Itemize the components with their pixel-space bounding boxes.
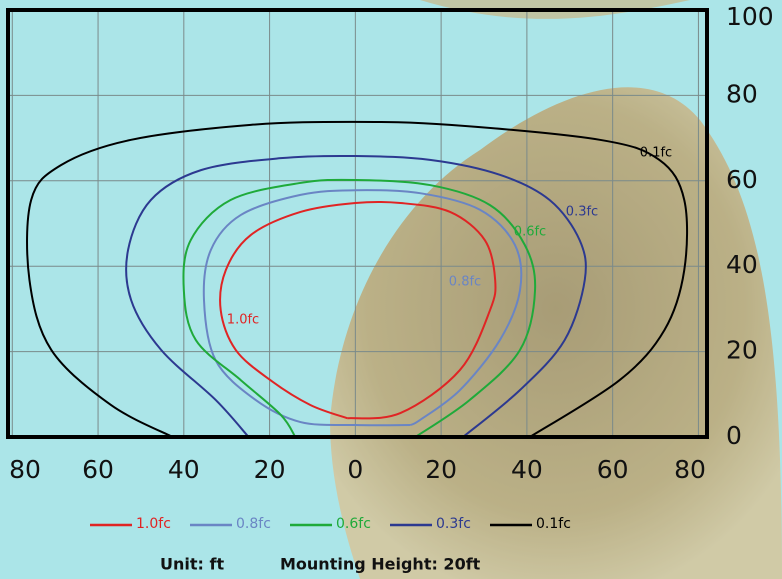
x-tick-label: 60 xyxy=(82,455,114,484)
contour-label: 0.1fc xyxy=(640,146,672,161)
contour-line xyxy=(125,154,587,438)
y-tick-label: 60 xyxy=(726,165,758,194)
contour-label: 0.8fc xyxy=(449,275,481,290)
x-tick-label: 80 xyxy=(9,455,41,484)
legend-label: 1.0fc xyxy=(136,516,171,532)
y-tick-label: 0 xyxy=(726,421,742,450)
ticks: 80 60 40 20 0 20 40 60 80 0 20 40 60 80 100 xyxy=(9,2,774,484)
unit-note: Unit: ft xyxy=(160,555,224,574)
contour-label: 0.6fc xyxy=(514,225,546,240)
x-tick-label: 80 xyxy=(674,455,706,484)
mounting-note: Mounting Height: 20ft xyxy=(280,555,481,574)
legend-label: 0.3fc xyxy=(436,516,471,532)
x-tick-label: 0 xyxy=(347,455,363,484)
contour-line xyxy=(202,189,523,427)
legend-label: 0.1fc xyxy=(536,516,571,532)
legend-label: 0.8fc xyxy=(236,516,271,532)
curves: 1.0fc 0.8fc 0.6fc 0.3fc 0.1fc xyxy=(26,120,689,438)
x-tick-label: 40 xyxy=(511,455,543,484)
plot-frame xyxy=(6,8,709,439)
contour-line xyxy=(26,120,689,438)
y-tick-label: 20 xyxy=(726,336,758,365)
x-tick-label: 60 xyxy=(597,455,629,484)
contour-label: 1.0fc xyxy=(227,313,259,328)
contour-label: 0.3fc xyxy=(566,205,598,220)
contour-line xyxy=(182,178,537,438)
legend: 1.0fc 0.8fc 0.6fc 0.3fc 0.1fc xyxy=(90,516,571,532)
y-tick-label: 40 xyxy=(726,250,758,279)
y-tick-label: 80 xyxy=(726,79,758,108)
x-tick-label: 20 xyxy=(425,455,457,484)
x-tick-label: 40 xyxy=(168,455,200,484)
legend-label: 0.6fc xyxy=(336,516,371,532)
x-tick-label: 20 xyxy=(254,455,286,484)
contour-line xyxy=(219,200,497,420)
y-tick-label: 100 xyxy=(726,2,774,31)
